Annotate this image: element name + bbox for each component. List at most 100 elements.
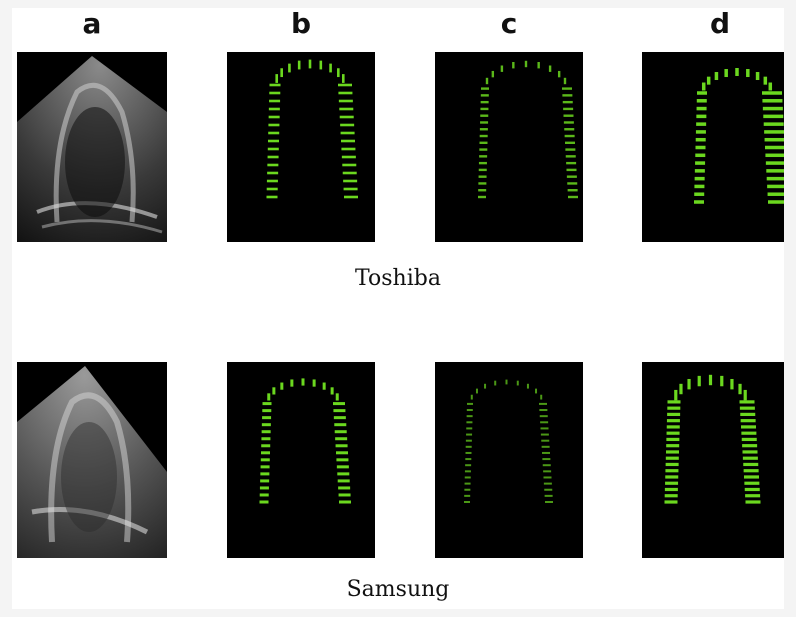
strain-segment (744, 487, 760, 492)
strain-segment (679, 383, 683, 395)
strain-segment (739, 406, 755, 410)
strain-segment (344, 195, 358, 199)
strain-segment (478, 182, 487, 185)
strain-segment (335, 444, 348, 448)
row-caption-toshiba: Toshiba (355, 266, 441, 291)
strain-segment (288, 63, 291, 73)
strain-segment (340, 123, 355, 127)
strain-segment (268, 131, 280, 135)
strain-segment (275, 74, 279, 83)
strain-segment (268, 107, 280, 111)
strain-segment (708, 374, 713, 386)
strain-segment (337, 472, 350, 476)
strain-segment (539, 415, 548, 418)
strain-segment (743, 389, 747, 401)
strain-segment (763, 114, 784, 119)
strain-segment (262, 402, 272, 406)
strain-segment (743, 462, 759, 467)
strain-segment (478, 195, 486, 199)
strain-segment (667, 412, 681, 417)
strain-segment (336, 458, 349, 462)
strain-segment (765, 161, 784, 165)
strain-map-samsung-c (435, 362, 583, 558)
strain-segment (297, 60, 301, 70)
strain-segment (695, 153, 706, 158)
strain-segment (338, 486, 351, 490)
strain-segment (260, 479, 270, 483)
strain-segment (567, 182, 578, 185)
strain-segment (268, 123, 280, 127)
strain-map-samsung-d (642, 362, 784, 558)
strain-segment (744, 475, 759, 479)
strain-segment (730, 378, 734, 390)
strain-map-toshiba-c (435, 52, 583, 242)
strain-segment (762, 106, 783, 111)
strain-segment (768, 82, 773, 91)
strain-segment (312, 379, 316, 387)
strain-segment (667, 406, 681, 410)
strain-segment (697, 375, 701, 387)
strain-segment (763, 122, 784, 126)
strain-segment (267, 163, 279, 167)
strain-segment (564, 134, 575, 138)
strain-segment (269, 91, 281, 95)
strain-segment (465, 464, 472, 467)
strain-segment (464, 488, 471, 491)
strain-segment (464, 494, 471, 497)
strain-segment (267, 171, 279, 175)
strain-segment (767, 192, 784, 196)
strain-segment (280, 382, 284, 390)
strain-segment (343, 187, 358, 191)
column-label-b: b (290, 7, 312, 40)
strain-segment (272, 387, 276, 395)
strain-segment (280, 68, 283, 78)
strain-segment (330, 387, 334, 395)
strain-segment (308, 59, 312, 69)
strain-segment (269, 83, 281, 87)
strain-segment (338, 99, 353, 103)
strain-segment (341, 74, 345, 83)
strain-segment (667, 400, 681, 404)
strain-segment (259, 500, 269, 504)
strain-segment (548, 65, 552, 72)
strain-segment (319, 60, 323, 70)
strain-segment (562, 94, 573, 97)
strain-segment (735, 68, 739, 76)
strain-segment (260, 472, 270, 476)
strain-segment (544, 488, 553, 491)
strain-segment (261, 451, 270, 455)
strain-segment (535, 388, 538, 394)
strain-segment (268, 115, 280, 119)
strain-segment (333, 409, 346, 413)
strain-segment (467, 402, 473, 405)
strain-segment (334, 430, 347, 434)
strain-segment (696, 106, 707, 111)
strain-segment (763, 76, 768, 85)
strain-segment (480, 114, 489, 117)
strain-segment (566, 168, 577, 172)
strain-segment (333, 416, 346, 420)
strain-segment (341, 139, 355, 143)
strain-segment (541, 439, 550, 442)
strain-segment (762, 91, 782, 95)
strain-segment (260, 465, 270, 469)
strain-segment (339, 500, 351, 504)
strain-segment (464, 476, 471, 479)
strain-segment (695, 161, 706, 165)
strain-segment (540, 433, 549, 436)
strain-segment (544, 494, 553, 497)
strain-segment (494, 380, 497, 386)
strain-segment (475, 388, 478, 394)
strain-segment (266, 179, 278, 183)
strain-segment (543, 470, 552, 473)
strain-segment (768, 200, 784, 204)
strain-segment (480, 121, 489, 124)
strain-segment (741, 437, 757, 442)
strain-segment (338, 493, 351, 497)
strain-segment (563, 77, 567, 85)
strain-segment (478, 161, 487, 165)
strain-segment (479, 148, 488, 151)
strain-segment (337, 68, 340, 78)
strain-segment (738, 383, 742, 395)
strain-segment (335, 393, 339, 401)
